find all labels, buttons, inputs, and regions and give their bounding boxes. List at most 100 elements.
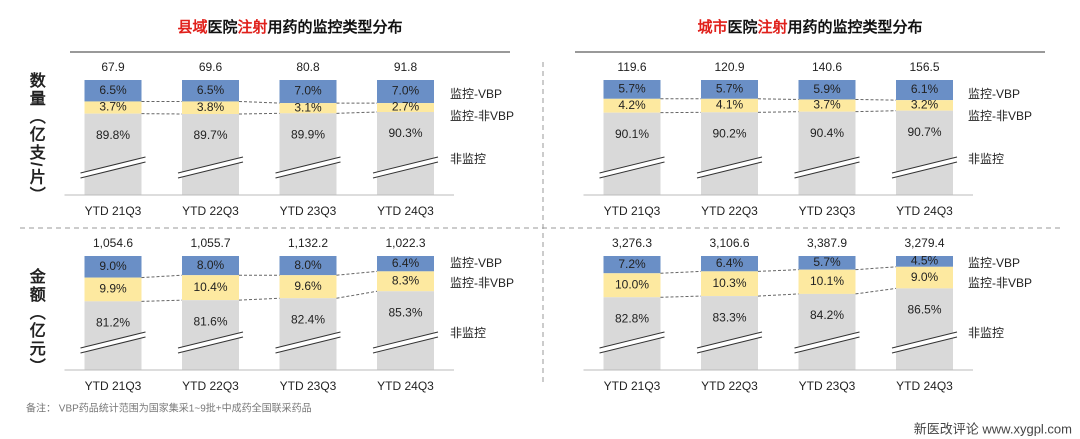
value-label: 85.3% bbox=[388, 305, 422, 319]
bar-segment bbox=[798, 293, 856, 370]
title-part: 医院 bbox=[727, 18, 757, 36]
axis-break bbox=[177, 336, 244, 354]
axis-break bbox=[891, 156, 958, 174]
bar-segment bbox=[377, 103, 434, 113]
value-label: 89.7% bbox=[193, 128, 227, 142]
connector bbox=[238, 100, 280, 104]
bar-segment bbox=[603, 112, 661, 195]
axis-break bbox=[372, 156, 439, 174]
bar-segment bbox=[182, 101, 239, 114]
legend-label: 监控-VBP bbox=[968, 87, 1020, 101]
title-part: 用药的监控类型分布 bbox=[268, 18, 403, 36]
total-label: 91.8 bbox=[394, 60, 418, 74]
axis-break bbox=[372, 161, 439, 179]
value-label: 6.1% bbox=[911, 82, 939, 96]
title-part: 注射 bbox=[238, 18, 268, 36]
axis-break bbox=[373, 157, 438, 178]
axis-break bbox=[275, 156, 341, 174]
title-part: 医院 bbox=[207, 18, 237, 36]
bar-segment bbox=[377, 271, 434, 292]
bar-segment bbox=[377, 256, 434, 272]
total-label: 3,276.3 bbox=[612, 236, 652, 250]
x-tick-label: YTD 24Q3 bbox=[896, 204, 953, 218]
title-part: 城市 bbox=[697, 18, 727, 36]
footnote: 备注： VBP药品统计范围为国家集采1~9批+中成药全国联采药品 bbox=[26, 402, 312, 415]
axis-break bbox=[80, 332, 146, 353]
value-label: 8.3% bbox=[392, 273, 420, 287]
axis-break bbox=[696, 156, 763, 174]
column-title: 县域医院注射用药的监控类型分布 bbox=[177, 18, 402, 36]
total-label: 69.6 bbox=[199, 60, 223, 74]
total-label: 80.8 bbox=[296, 60, 320, 74]
axis-break bbox=[80, 156, 146, 174]
x-tick-label: YTD 24Q3 bbox=[377, 379, 434, 393]
value-label: 3.8% bbox=[197, 100, 225, 114]
legend-label: 监控-非VBP bbox=[450, 276, 514, 290]
bar-segment bbox=[798, 99, 856, 112]
axis-break bbox=[599, 331, 665, 349]
axis-break bbox=[275, 161, 341, 179]
value-label: 7.2% bbox=[618, 257, 646, 271]
value-label: 3.7% bbox=[813, 98, 841, 112]
x-tick-label: YTD 21Q3 bbox=[85, 379, 142, 393]
bar-segment bbox=[798, 80, 856, 100]
title-part: 用药的监控类型分布 bbox=[788, 18, 923, 36]
value-label: 81.6% bbox=[193, 314, 227, 328]
bar-segment bbox=[798, 269, 856, 294]
axis-break bbox=[177, 331, 244, 349]
bar-segment bbox=[701, 271, 758, 297]
bar-segment bbox=[701, 98, 758, 113]
value-label: 10.1% bbox=[810, 274, 844, 288]
column-title: 城市医院注射用药的监控类型分布 bbox=[697, 18, 922, 36]
axis-break bbox=[891, 336, 958, 354]
bar-segment bbox=[279, 256, 337, 276]
value-label: 3.1% bbox=[294, 100, 322, 114]
x-tick-label: YTD 21Q3 bbox=[604, 379, 661, 393]
connector bbox=[855, 98, 897, 101]
title-part: 注射 bbox=[758, 18, 788, 36]
value-label: 84.2% bbox=[810, 308, 844, 322]
axis-break bbox=[697, 157, 762, 178]
axis-break bbox=[696, 331, 763, 349]
total-label: 67.9 bbox=[101, 60, 125, 74]
value-label: 4.1% bbox=[716, 98, 744, 112]
value-label: 4.2% bbox=[618, 98, 646, 112]
bar-segment bbox=[701, 80, 758, 99]
value-label: 5.7% bbox=[716, 82, 744, 96]
connector bbox=[855, 266, 897, 271]
connector bbox=[141, 299, 183, 302]
x-tick-label: YTD 23Q3 bbox=[799, 204, 856, 218]
bar-segment bbox=[279, 275, 337, 299]
bar-segment bbox=[182, 80, 239, 102]
connector bbox=[660, 270, 702, 274]
axis-break bbox=[696, 161, 763, 179]
bar-segment bbox=[84, 113, 142, 195]
legend-label: 非监控 bbox=[450, 326, 486, 340]
total-label: 1,132.2 bbox=[288, 236, 328, 250]
value-label: 5.7% bbox=[618, 82, 646, 96]
value-label: 2.7% bbox=[392, 100, 420, 114]
bar-segment bbox=[896, 100, 953, 111]
bar-segment bbox=[896, 110, 953, 195]
value-label: 86.5% bbox=[907, 303, 941, 317]
total-label: 119.6 bbox=[617, 60, 646, 74]
axis-break bbox=[177, 161, 244, 179]
value-label: 6.4% bbox=[392, 256, 420, 270]
bar-segment bbox=[84, 277, 142, 302]
value-label: 6.4% bbox=[716, 256, 744, 270]
bar-segment bbox=[377, 112, 434, 195]
x-tick-label: YTD 23Q3 bbox=[280, 204, 337, 218]
axis-break bbox=[599, 156, 665, 174]
connector bbox=[757, 98, 799, 100]
bar-segment bbox=[84, 256, 142, 278]
axis-break bbox=[794, 156, 860, 174]
x-tick-label: YTD 23Q3 bbox=[280, 379, 337, 393]
x-tick-label: YTD 21Q3 bbox=[85, 204, 142, 218]
bar-segment bbox=[798, 111, 856, 195]
value-label: 9.6% bbox=[294, 279, 322, 293]
value-label: 3.2% bbox=[911, 98, 939, 112]
bar-segment bbox=[279, 113, 337, 195]
axis-break bbox=[80, 331, 146, 349]
value-label: 90.3% bbox=[388, 126, 422, 140]
legend-label: 监控-VBP bbox=[968, 256, 1020, 270]
